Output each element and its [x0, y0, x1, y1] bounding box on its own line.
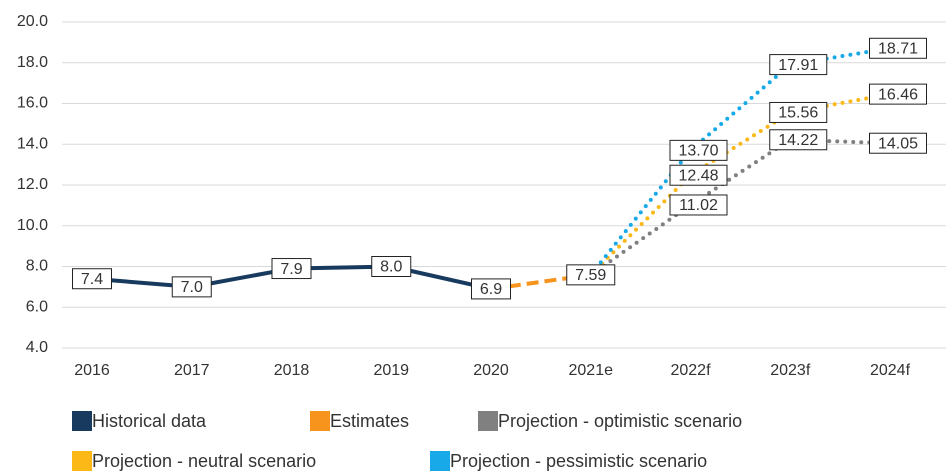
y-tick-label: 6.0: [26, 298, 48, 315]
x-tick-label: 2024f: [870, 362, 911, 379]
data-label: 11.02: [679, 197, 718, 214]
data-label: 13.70: [678, 143, 718, 160]
x-tick-label: 2018: [274, 362, 310, 379]
legend-label: Projection - neutral scenario: [92, 451, 316, 471]
legend-label: Projection - pessimistic scenario: [450, 451, 707, 471]
label-box: [769, 101, 828, 123]
legend-swatch: [478, 411, 498, 431]
legend-swatch: [72, 451, 92, 471]
data-label: 6.9: [480, 281, 502, 298]
y-tick-label: 10.0: [17, 217, 48, 234]
line-series: [588, 46, 892, 277]
y-tick-label: 4.0: [26, 339, 48, 356]
x-tick-label: 2021e: [569, 362, 614, 379]
legend-label: Estimates: [330, 411, 409, 431]
x-tick-label: 2019: [373, 362, 409, 379]
y-tick-label: 18.0: [17, 54, 48, 71]
data-label: 18.71: [878, 41, 918, 58]
label-box: [271, 258, 312, 280]
data-label: 14.22: [778, 132, 818, 149]
data-label: 12.48: [678, 167, 718, 184]
label-box: [669, 194, 728, 216]
legend-label: Projection - optimistic scenario: [498, 411, 742, 431]
label-box: [566, 264, 616, 286]
y-tick-label: 8.0: [26, 258, 48, 275]
legend-swatch: [310, 411, 330, 431]
label-box: [869, 37, 927, 59]
label-box: [669, 164, 728, 186]
line-series: [588, 92, 892, 277]
legend-swatch: [72, 411, 92, 431]
line-series: [588, 137, 892, 277]
x-tick-label: 2017: [174, 362, 210, 379]
legend-swatch: [430, 451, 450, 471]
label-box: [72, 268, 112, 290]
data-label: 8.0: [380, 259, 402, 276]
y-tick-label: 12.0: [17, 176, 48, 193]
label-box: [371, 256, 412, 277]
data-label: 17.91: [778, 57, 818, 74]
y-tick-label: 16.0: [17, 95, 48, 112]
label-box: [471, 278, 511, 300]
label-box: [171, 276, 212, 298]
label-box: [669, 139, 728, 161]
data-label: 7.59: [575, 267, 606, 284]
data-label: 7.0: [181, 279, 203, 296]
label-box: [869, 132, 927, 154]
y-tick-label: 20.0: [17, 13, 48, 30]
data-label: 7.9: [280, 261, 302, 278]
x-tick-label: 2016: [74, 362, 110, 379]
data-label: 16.46: [878, 86, 918, 103]
label-box: [869, 83, 927, 105]
label-box: [769, 54, 828, 76]
data-label: 15.56: [778, 105, 818, 122]
data-label: 14.05: [878, 135, 918, 152]
x-tick-label: 2020: [473, 362, 509, 379]
legend-label: Historical data: [92, 411, 207, 431]
label-box: [769, 129, 828, 151]
x-tick-label: 2022f: [670, 362, 711, 379]
data-label: 7.4: [81, 271, 103, 288]
x-tick-label: 2023f: [770, 362, 811, 379]
y-tick-label: 14.0: [17, 135, 48, 152]
